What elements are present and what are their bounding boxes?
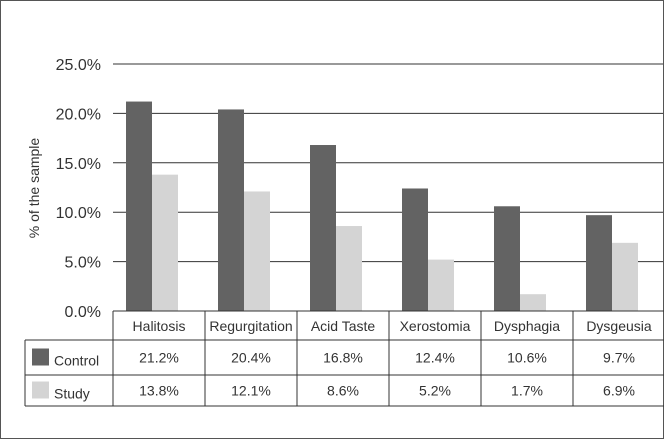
bar-study (244, 191, 270, 311)
data-label: 1.7% (511, 383, 543, 399)
y-tick-label: 0.0% (65, 304, 101, 321)
bar-control (402, 188, 428, 311)
y-tick-label: 5.0% (65, 255, 101, 272)
data-label: 21.2% (139, 350, 179, 366)
y-tick-label: 25.0% (56, 57, 101, 74)
bar-study (612, 242, 638, 311)
legend-swatch-control (32, 348, 49, 366)
y-tick-label: 15.0% (56, 156, 101, 173)
legend-label-control: Control (54, 353, 99, 369)
legend-swatch-study (32, 381, 49, 399)
bar-study (428, 259, 454, 311)
bar-control (126, 101, 152, 311)
data-label: 12.1% (231, 383, 271, 399)
data-label: 12.4% (415, 350, 455, 366)
y-tick-label: 10.0% (56, 205, 101, 222)
data-label: 20.4% (231, 350, 271, 366)
y-tick-label: 20.0% (56, 106, 101, 123)
x-tick-label: Acid Taste (311, 318, 376, 334)
legend-label-study: Study (54, 386, 90, 402)
x-tick-label: Dysphagia (494, 318, 560, 334)
x-tick-label: Halitosis (133, 318, 186, 334)
bar-study (152, 174, 178, 311)
bar-control (218, 109, 244, 311)
data-label: 8.6% (327, 383, 359, 399)
data-label: 5.2% (419, 383, 451, 399)
data-label: 13.8% (139, 383, 179, 399)
x-tick-label: Dysgeusia (586, 318, 652, 334)
bar-control (494, 206, 520, 311)
x-tick-label: Xerostomia (400, 318, 471, 334)
bar-study (336, 226, 362, 311)
data-label: 9.7% (603, 350, 635, 366)
x-tick-label: Regurgitation (209, 318, 292, 334)
bar-study (520, 294, 546, 311)
data-label: 6.9% (603, 383, 635, 399)
data-label: 10.6% (507, 350, 547, 366)
bar-control (586, 215, 612, 311)
y-axis-label: % of the sample (26, 138, 42, 239)
data-label: 16.8% (323, 350, 363, 366)
bar-control (310, 145, 336, 311)
